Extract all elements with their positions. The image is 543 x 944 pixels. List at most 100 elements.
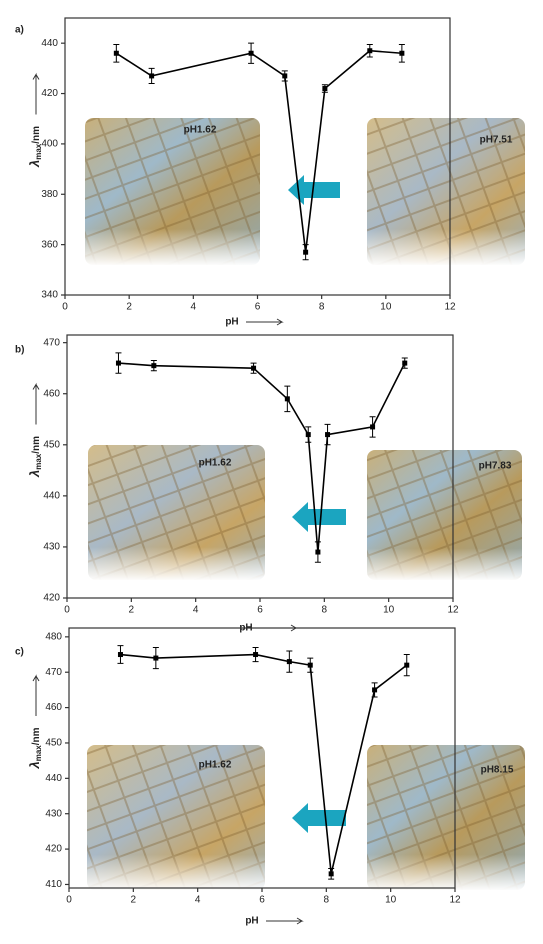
x-axis-label: pH: [225, 317, 238, 328]
data-point: [149, 73, 154, 78]
x-tick-label: 2: [131, 895, 137, 906]
x-label-arrow: [246, 319, 282, 325]
x-tick-label: 8: [319, 302, 325, 313]
y-tick-label: 440: [43, 491, 60, 502]
x-tick-label: 4: [193, 605, 199, 616]
inset-image: [86, 745, 266, 891]
y-tick-label: 480: [45, 631, 62, 642]
y-tick-label: 380: [41, 189, 58, 200]
y-tick-label: 400: [41, 139, 58, 150]
y-tick-label: 410: [45, 879, 62, 890]
data-point: [315, 550, 320, 555]
y-tick-label: 450: [43, 439, 60, 450]
direction-arrow: [292, 803, 346, 833]
y-label-arrow: [33, 676, 39, 716]
y-tick-label: 470: [45, 667, 62, 678]
data-point: [253, 652, 258, 657]
inset-label: pH7.51: [480, 135, 513, 146]
y-label-subscript: max: [34, 745, 43, 762]
x-tick-label: 8: [324, 895, 330, 906]
x-tick-label: 6: [259, 895, 265, 906]
inset-image: [84, 118, 261, 266]
x-tick-label: 0: [62, 302, 68, 313]
y-axis-label: λmax/nm: [27, 126, 43, 168]
x-tick-label: 6: [255, 302, 261, 313]
data-point: [114, 51, 119, 56]
data-point: [118, 652, 123, 657]
data-point: [151, 363, 156, 368]
inset-label: pH8.15: [481, 765, 514, 776]
panel-label: a): [15, 25, 24, 36]
x-tick-label: 12: [447, 605, 459, 616]
inset-image: [87, 445, 266, 581]
y-label-subscript: max: [34, 453, 43, 470]
photo-fade: [86, 745, 266, 891]
x-label-arrow: [266, 918, 302, 924]
y-tick-label: 360: [41, 239, 58, 250]
data-point: [367, 48, 372, 53]
data-point: [153, 656, 158, 661]
x-tick-label: 0: [66, 895, 72, 906]
data-point: [404, 663, 409, 668]
x-tick-label: 4: [195, 895, 201, 906]
y-label-symbol: λ: [27, 761, 42, 769]
y-tick-label: 460: [45, 702, 62, 713]
y-axis-label: λmax/nm: [27, 436, 43, 478]
photo-fade: [87, 445, 266, 581]
data-point: [370, 424, 375, 429]
x-axis-label: pH: [245, 916, 258, 927]
y-tick-label: 430: [43, 542, 60, 553]
x-tick-label: 2: [126, 302, 132, 313]
y-tick-label: 470: [43, 337, 60, 348]
x-tick-label: 10: [380, 302, 392, 313]
figure: pH1.62pH7.51024681012340360380400420440a…: [0, 0, 543, 944]
y-label-unit: /nm: [31, 436, 42, 454]
y-tick-label: 340: [41, 290, 58, 301]
y-tick-label: 420: [41, 88, 58, 99]
y-label-arrow: [33, 75, 39, 115]
y-label-subscript: max: [34, 143, 43, 160]
data-point: [322, 86, 327, 91]
photo-fade: [84, 118, 261, 266]
data-point: [287, 659, 292, 664]
y-label-unit: /nm: [31, 727, 42, 745]
y-label-arrow: [33, 385, 39, 425]
data-point: [325, 432, 330, 437]
inset-label: pH7.83: [479, 461, 512, 472]
y-label-symbol: λ: [27, 160, 42, 168]
data-point: [303, 250, 308, 255]
data-point: [249, 51, 254, 56]
data-point: [306, 432, 311, 437]
data-point: [402, 361, 407, 366]
data-point: [372, 687, 377, 692]
y-tick-label: 420: [43, 593, 60, 604]
direction-arrow: [292, 502, 346, 532]
data-point: [251, 366, 256, 371]
data-point: [399, 51, 404, 56]
y-tick-label: 420: [45, 844, 62, 855]
y-axis-label: λmax/nm: [27, 727, 43, 769]
y-label-symbol: λ: [27, 470, 42, 478]
x-tick-label: 4: [191, 302, 197, 313]
data-point: [116, 361, 121, 366]
x-tick-label: 2: [129, 605, 135, 616]
x-tick-label: 12: [444, 302, 456, 313]
inset-label: pH1.62: [199, 760, 232, 771]
data-point: [285, 396, 290, 401]
y-label-unit: /nm: [31, 126, 42, 144]
inset-label: pH1.62: [199, 458, 232, 469]
x-tick-label: 12: [449, 895, 461, 906]
panel-label: b): [15, 345, 24, 356]
y-tick-label: 430: [45, 808, 62, 819]
y-tick-label: 440: [45, 773, 62, 784]
data-point: [329, 871, 334, 876]
data-point: [282, 73, 287, 78]
x-tick-label: 10: [383, 605, 395, 616]
y-tick-label: 450: [45, 738, 62, 749]
inset-label: pH1.62: [184, 125, 217, 136]
data-point: [308, 663, 313, 668]
x-tick-label: 0: [64, 605, 70, 616]
x-tick-label: 8: [322, 605, 328, 616]
x-tick-label: 6: [257, 605, 263, 616]
x-tick-label: 10: [385, 895, 397, 906]
